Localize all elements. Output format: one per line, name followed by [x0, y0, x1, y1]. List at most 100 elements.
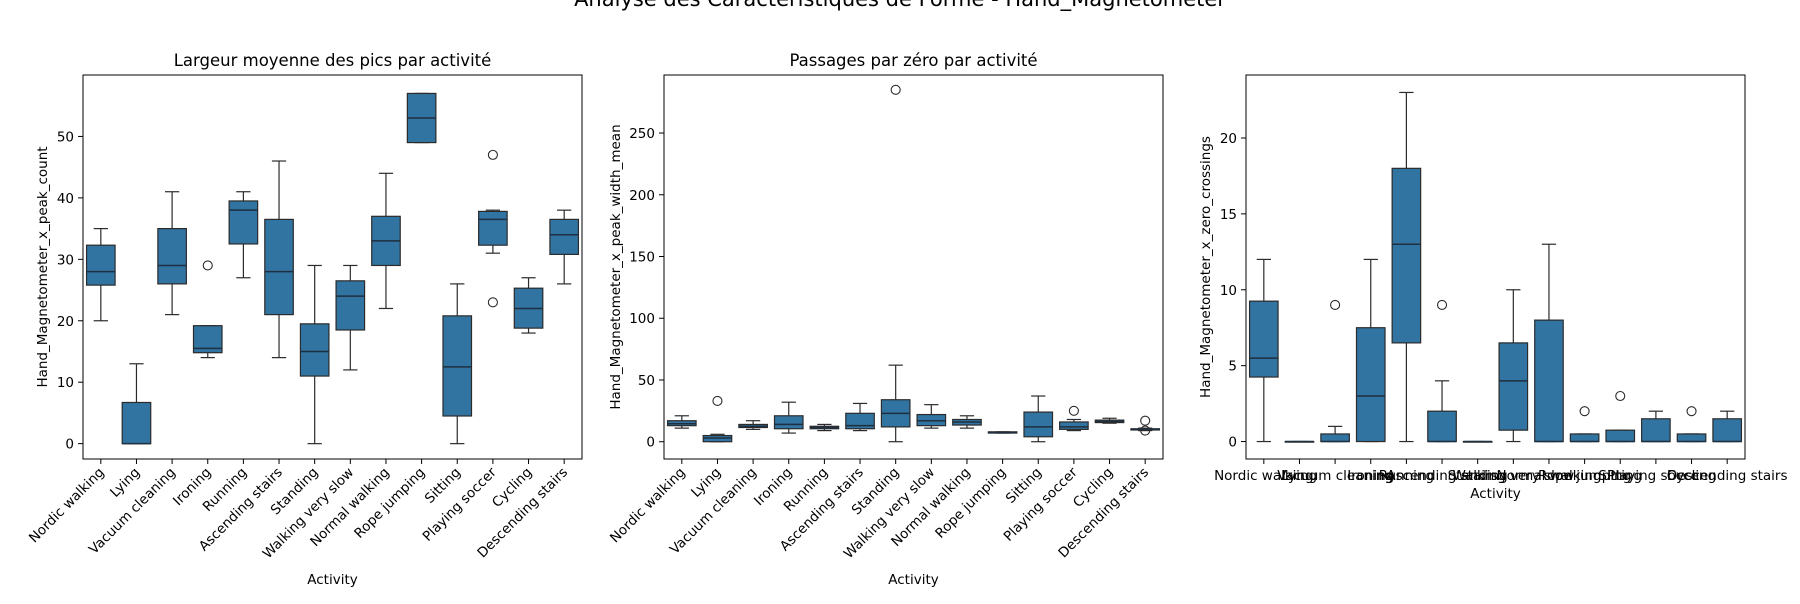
subplot-3: 0 5 10 15 20 Hand_Magnetometer_x_zero_crossin…	[1198, 74, 1788, 502]
box-running	[809, 423, 840, 432]
box-cycling	[1676, 406, 1707, 443]
box-body	[1248, 300, 1279, 378]
box-ironing	[773, 401, 804, 434]
box-ascending-stairs	[264, 160, 294, 359]
y-tick-label: 10	[1220, 283, 1237, 299]
x-tick-label: Standing	[1448, 468, 1508, 484]
box-body	[1641, 418, 1671, 443]
box-body	[1355, 327, 1386, 443]
box-body	[228, 200, 259, 245]
box-lying	[1284, 440, 1315, 443]
axes-frame	[663, 74, 1164, 460]
outlier-point	[1615, 390, 1626, 402]
box-body	[1712, 418, 1743, 443]
x-tick-label: Normal walking	[1497, 468, 1602, 484]
y-axis-label: Hand_Magnetometer_x_peak_count	[35, 146, 51, 387]
x-tick-label: Vacuum cleaning	[1277, 468, 1393, 484]
box-body	[1320, 433, 1350, 443]
box-body	[1605, 429, 1636, 443]
box-nordic-walking	[1248, 258, 1279, 443]
box-body	[1391, 167, 1422, 344]
y-tick-label: 10	[57, 375, 74, 391]
box-walking-very-slow	[335, 264, 366, 371]
figure-suptitle: Analyse des Caractéristiques de Forme - …	[574, 0, 1226, 12]
box-normal-walking	[371, 172, 401, 310]
x-tick-label: Cycling	[1667, 468, 1716, 484]
box-body	[442, 315, 473, 417]
y-tick-label: 40	[57, 191, 74, 207]
box-ascending-stairs	[845, 402, 875, 432]
outlier-point	[1686, 406, 1697, 417]
box-walking-very-slow	[1498, 289, 1529, 443]
box-body	[1498, 342, 1529, 431]
x-tick-label: Ironing	[1347, 468, 1394, 484]
y-tick-label: 50	[57, 129, 74, 145]
box-descending-stairs	[1712, 410, 1743, 443]
axes-frame	[82, 74, 583, 460]
y-tick-label: 250	[629, 126, 655, 142]
box-rope-jumping	[1569, 406, 1600, 443]
box-body	[1427, 410, 1457, 443]
box-descending-stairs	[549, 209, 580, 285]
outlier-point	[202, 260, 213, 271]
x-tick-label: Nordic walking	[1214, 468, 1313, 484]
y-tick-label: 100	[629, 311, 655, 327]
subplot-1: Largeur moyenne des pics par activité 0 10…	[26, 51, 583, 588]
y-tick-label: 30	[57, 252, 74, 268]
outlier-point	[1436, 299, 1448, 310]
box-sitting	[1023, 395, 1054, 443]
box-body	[335, 280, 366, 331]
box-standing	[1462, 440, 1493, 443]
box-body	[299, 323, 330, 377]
y-tick-label: 15	[1220, 207, 1237, 223]
y-axis-label: Hand_Magnetometer_x_peak_width_mean	[608, 124, 624, 409]
box-rope-jumping	[406, 92, 437, 144]
axes-frame	[1245, 74, 1746, 460]
box-sitting	[1605, 390, 1636, 443]
box-body	[157, 228, 187, 285]
box-body	[1059, 421, 1089, 430]
outlier-point	[487, 297, 498, 308]
box-vacuum-cleaning	[1320, 299, 1350, 443]
x-tick-label: Nordic walking	[26, 465, 108, 547]
outlier-point	[1579, 406, 1590, 417]
box-vacuum-cleaning	[157, 191, 187, 316]
x-tick-label: Sitting	[1598, 468, 1642, 484]
x-tick-label: Rope jumping	[1538, 468, 1631, 484]
outlier-point	[1140, 415, 1151, 426]
box-body	[549, 218, 580, 256]
box-body	[121, 401, 152, 445]
box-running	[1391, 91, 1422, 443]
box-vacuum-cleaning	[738, 420, 768, 430]
box-body	[845, 412, 875, 430]
box-cycling	[1094, 417, 1125, 424]
outlier-point	[487, 149, 498, 160]
x-tick-label: Ascending stairs	[1386, 468, 1497, 484]
y-tick-label: 0	[65, 437, 74, 453]
box-body	[264, 218, 294, 316]
subplots: Largeur moyenne des pics par activité 0 10…	[26, 51, 1788, 588]
box-running	[228, 191, 259, 279]
y-tick-label: 5	[1228, 359, 1237, 375]
x-tick-label: Playing soccer	[1607, 468, 1705, 484]
y-tick-label: 50	[638, 373, 655, 389]
box-normal-walking	[1534, 243, 1564, 443]
box-body	[1534, 319, 1564, 443]
outlier-point	[890, 84, 901, 95]
outlier-point	[712, 395, 723, 407]
outlier-point	[1330, 299, 1341, 310]
box-standing	[299, 264, 330, 445]
subplot-2: Passages par zéro par activité 0 50 100 150 2…	[607, 51, 1164, 588]
box-playing-soccer	[1059, 405, 1089, 432]
box-playing-soccer	[1641, 410, 1671, 443]
box-body	[478, 210, 508, 246]
box-nordic-walking	[85, 228, 116, 322]
box-normal-walking	[952, 415, 982, 429]
y-tick-label: 200	[629, 188, 655, 204]
x-tick-label: Walking very slow	[1452, 468, 1574, 484]
box-ascending-stairs	[1427, 299, 1457, 443]
y-tick-label: 0	[1228, 435, 1237, 451]
box-body	[1023, 411, 1054, 438]
box-sitting	[442, 283, 473, 445]
